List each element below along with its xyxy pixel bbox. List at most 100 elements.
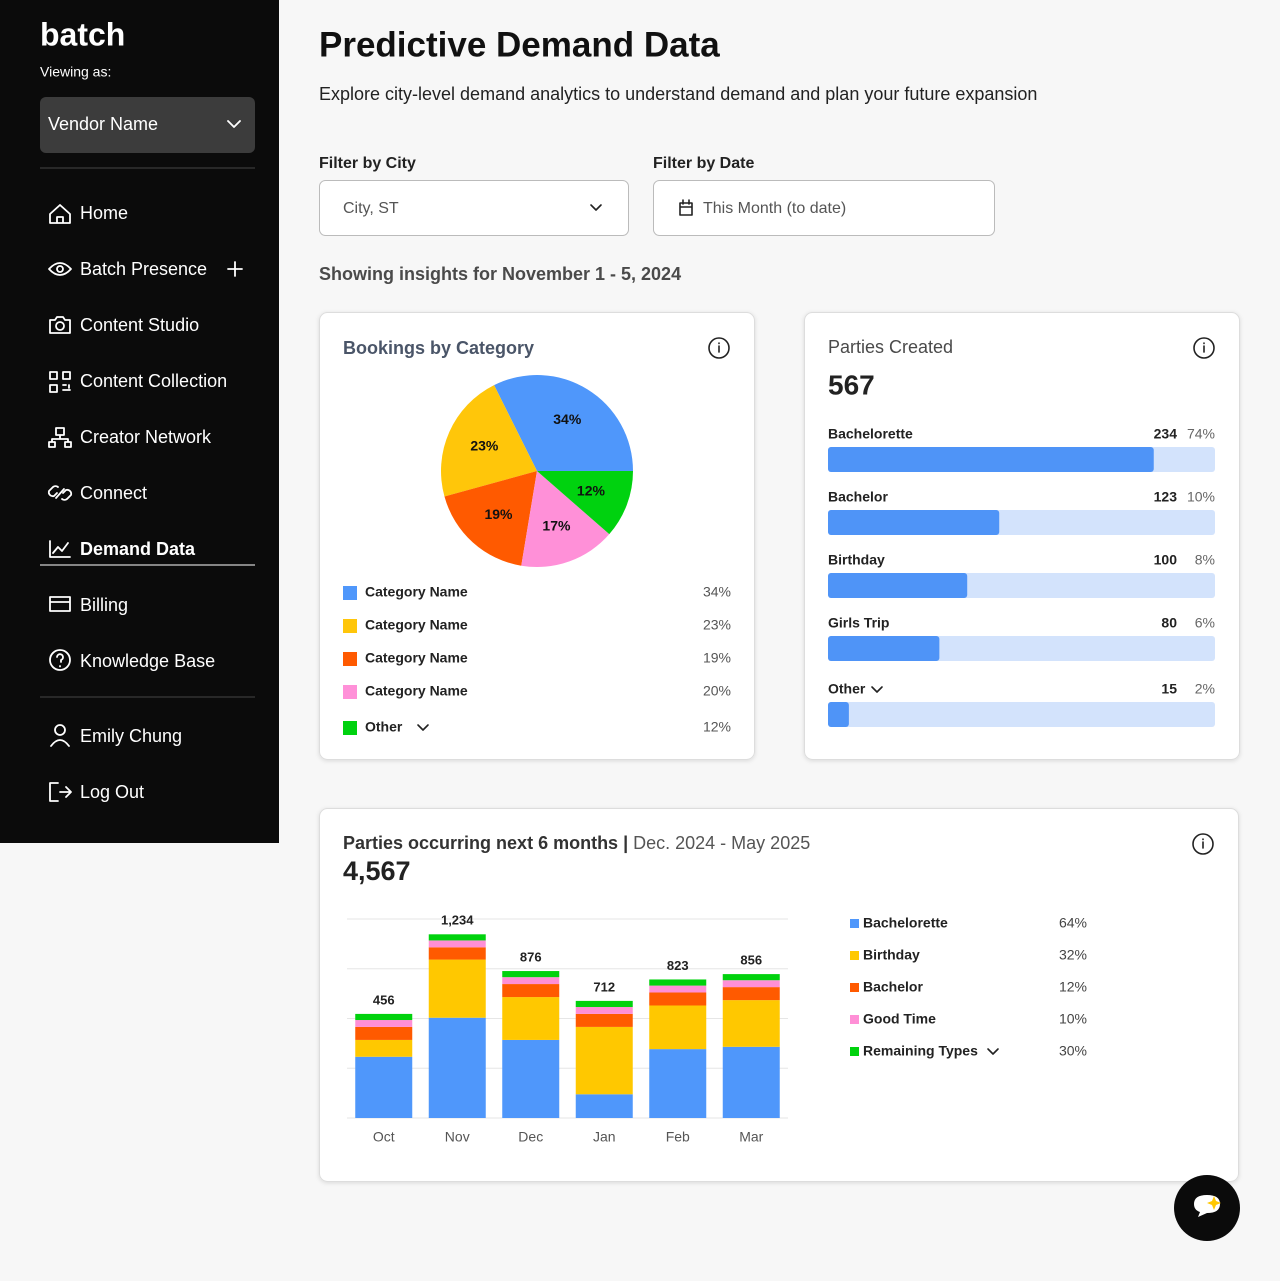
vendor-select[interactable] <box>40 97 255 153</box>
filter-label: Filter by City <box>319 155 416 172</box>
logout[interactable]: Log Out <box>80 782 144 802</box>
bar-share: 6% <box>1195 615 1215 631</box>
bar <box>828 447 1154 472</box>
bar-segment <box>502 1039 560 1118</box>
nav-item[interactable]: Batch Presence <box>80 259 207 279</box>
nav-item[interactable]: Connect <box>80 483 147 503</box>
bar-segment <box>649 985 707 993</box>
nav-icon <box>49 316 71 334</box>
filter-label: Filter by Date <box>653 155 754 172</box>
bar-segment <box>722 987 780 1001</box>
logo: batch <box>40 16 125 52</box>
bar-segment <box>649 979 707 986</box>
legend-swatch <box>850 1015 859 1024</box>
bar-segment <box>649 1005 707 1050</box>
pie-slice <box>440 385 537 497</box>
nav-icon <box>49 540 71 558</box>
legend-label: Remaining Types <box>863 1043 978 1059</box>
x-tick-label: Jan <box>593 1129 616 1145</box>
bar-segment <box>575 1094 633 1118</box>
date-select[interactable] <box>653 180 995 236</box>
nav-item[interactable]: Knowledge Base <box>80 651 215 671</box>
legend-value: 19% <box>703 650 731 666</box>
nav-item[interactable]: Home <box>80 203 128 223</box>
kpi: 4,567 <box>343 856 411 886</box>
bar-count: 234 <box>1154 426 1178 442</box>
chevron[interactable] <box>871 686 883 693</box>
chevron <box>590 204 602 211</box>
user-name[interactable]: Emily Chung <box>80 726 182 746</box>
legend-label: Other <box>365 719 403 735</box>
viewing-as: Viewing as: <box>40 64 111 80</box>
bar-segment <box>355 1020 413 1027</box>
charts: 34% Category Name 34% 23% Category Name 23% 19… <box>343 375 1215 1145</box>
nav-icon <box>49 204 71 224</box>
x-tick-label: Nov <box>445 1129 470 1145</box>
chat-button[interactable] <box>1174 1175 1240 1241</box>
bar-label: Bachelor <box>828 489 888 505</box>
plus-icon[interactable] <box>227 261 243 277</box>
legend-value: 20% <box>703 683 731 699</box>
nav-item[interactable]: Creator Network <box>80 427 212 447</box>
chevron[interactable] <box>987 1048 999 1055</box>
total-label: 1,234 <box>441 913 474 928</box>
chevron[interactable] <box>417 724 429 731</box>
slice-label: 19% <box>484 506 513 522</box>
legend-label: Category Name <box>365 617 468 633</box>
bar-count: 15 <box>1161 681 1177 697</box>
nav: Home Batch Presence Content Studio Content … <box>40 203 255 671</box>
legend-label: Good Time <box>863 1011 936 1027</box>
bar-label: Other <box>828 681 866 697</box>
bar-share: 74% <box>1187 426 1215 442</box>
legend-label: Bachelor <box>863 979 923 995</box>
legend-label: Category Name <box>365 650 468 666</box>
bar-segment <box>649 992 707 1006</box>
bar-segment <box>502 971 560 978</box>
bar-segment <box>428 934 486 941</box>
nav-item[interactable]: Demand Data <box>80 539 196 559</box>
legend-value: 12% <box>1059 979 1087 995</box>
bar-segment <box>428 947 486 960</box>
nav-item[interactable]: Content Collection <box>80 371 227 391</box>
bar-segment <box>355 1039 413 1057</box>
pie-slice <box>444 471 537 566</box>
city-value[interactable]: City, ST <box>343 200 399 217</box>
legend-label: Birthday <box>863 947 920 963</box>
kpi: 567 <box>828 369 875 400</box>
bar-segment <box>355 1056 413 1118</box>
info-icon[interactable] <box>708 337 1215 855</box>
legend-value: 30% <box>1059 1043 1087 1059</box>
nav-icon <box>47 485 73 501</box>
bar-segment <box>722 980 780 988</box>
card-title: Bookings by Category <box>343 338 534 358</box>
legend-swatch <box>850 1047 859 1056</box>
bar-count: 80 <box>1161 615 1177 631</box>
legend-swatch <box>343 652 357 666</box>
bar <box>828 702 849 727</box>
legend-value: 34% <box>703 584 731 600</box>
legend-swatch <box>343 619 357 633</box>
bar-segment <box>502 977 560 985</box>
bar-segment <box>502 984 560 998</box>
vendor-name[interactable]: Vendor Name <box>48 114 158 134</box>
legend-value: 32% <box>1059 947 1087 963</box>
x-tick-label: Oct <box>373 1129 395 1145</box>
bar-label: Bachelorette <box>828 426 913 442</box>
bar <box>828 636 940 661</box>
nav-item[interactable]: Content Studio <box>80 315 199 335</box>
date-value[interactable]: This Month (to date) <box>703 200 846 217</box>
card-title: Parties occurring next 6 months | <box>343 833 628 853</box>
legend-swatch <box>850 951 859 960</box>
page-subtitle: Explore city-level demand analytics to u… <box>319 84 1037 104</box>
city-select[interactable] <box>319 180 629 236</box>
bar-segment <box>722 1000 780 1047</box>
logout-icon <box>49 782 72 802</box>
bar-segment <box>428 1017 486 1118</box>
nav-item[interactable]: Billing <box>80 595 128 615</box>
bar-segment <box>575 1007 633 1014</box>
legend-label: Bachelorette <box>863 915 948 931</box>
legend-label: Category Name <box>365 683 468 699</box>
bar-segment <box>355 1013 413 1021</box>
